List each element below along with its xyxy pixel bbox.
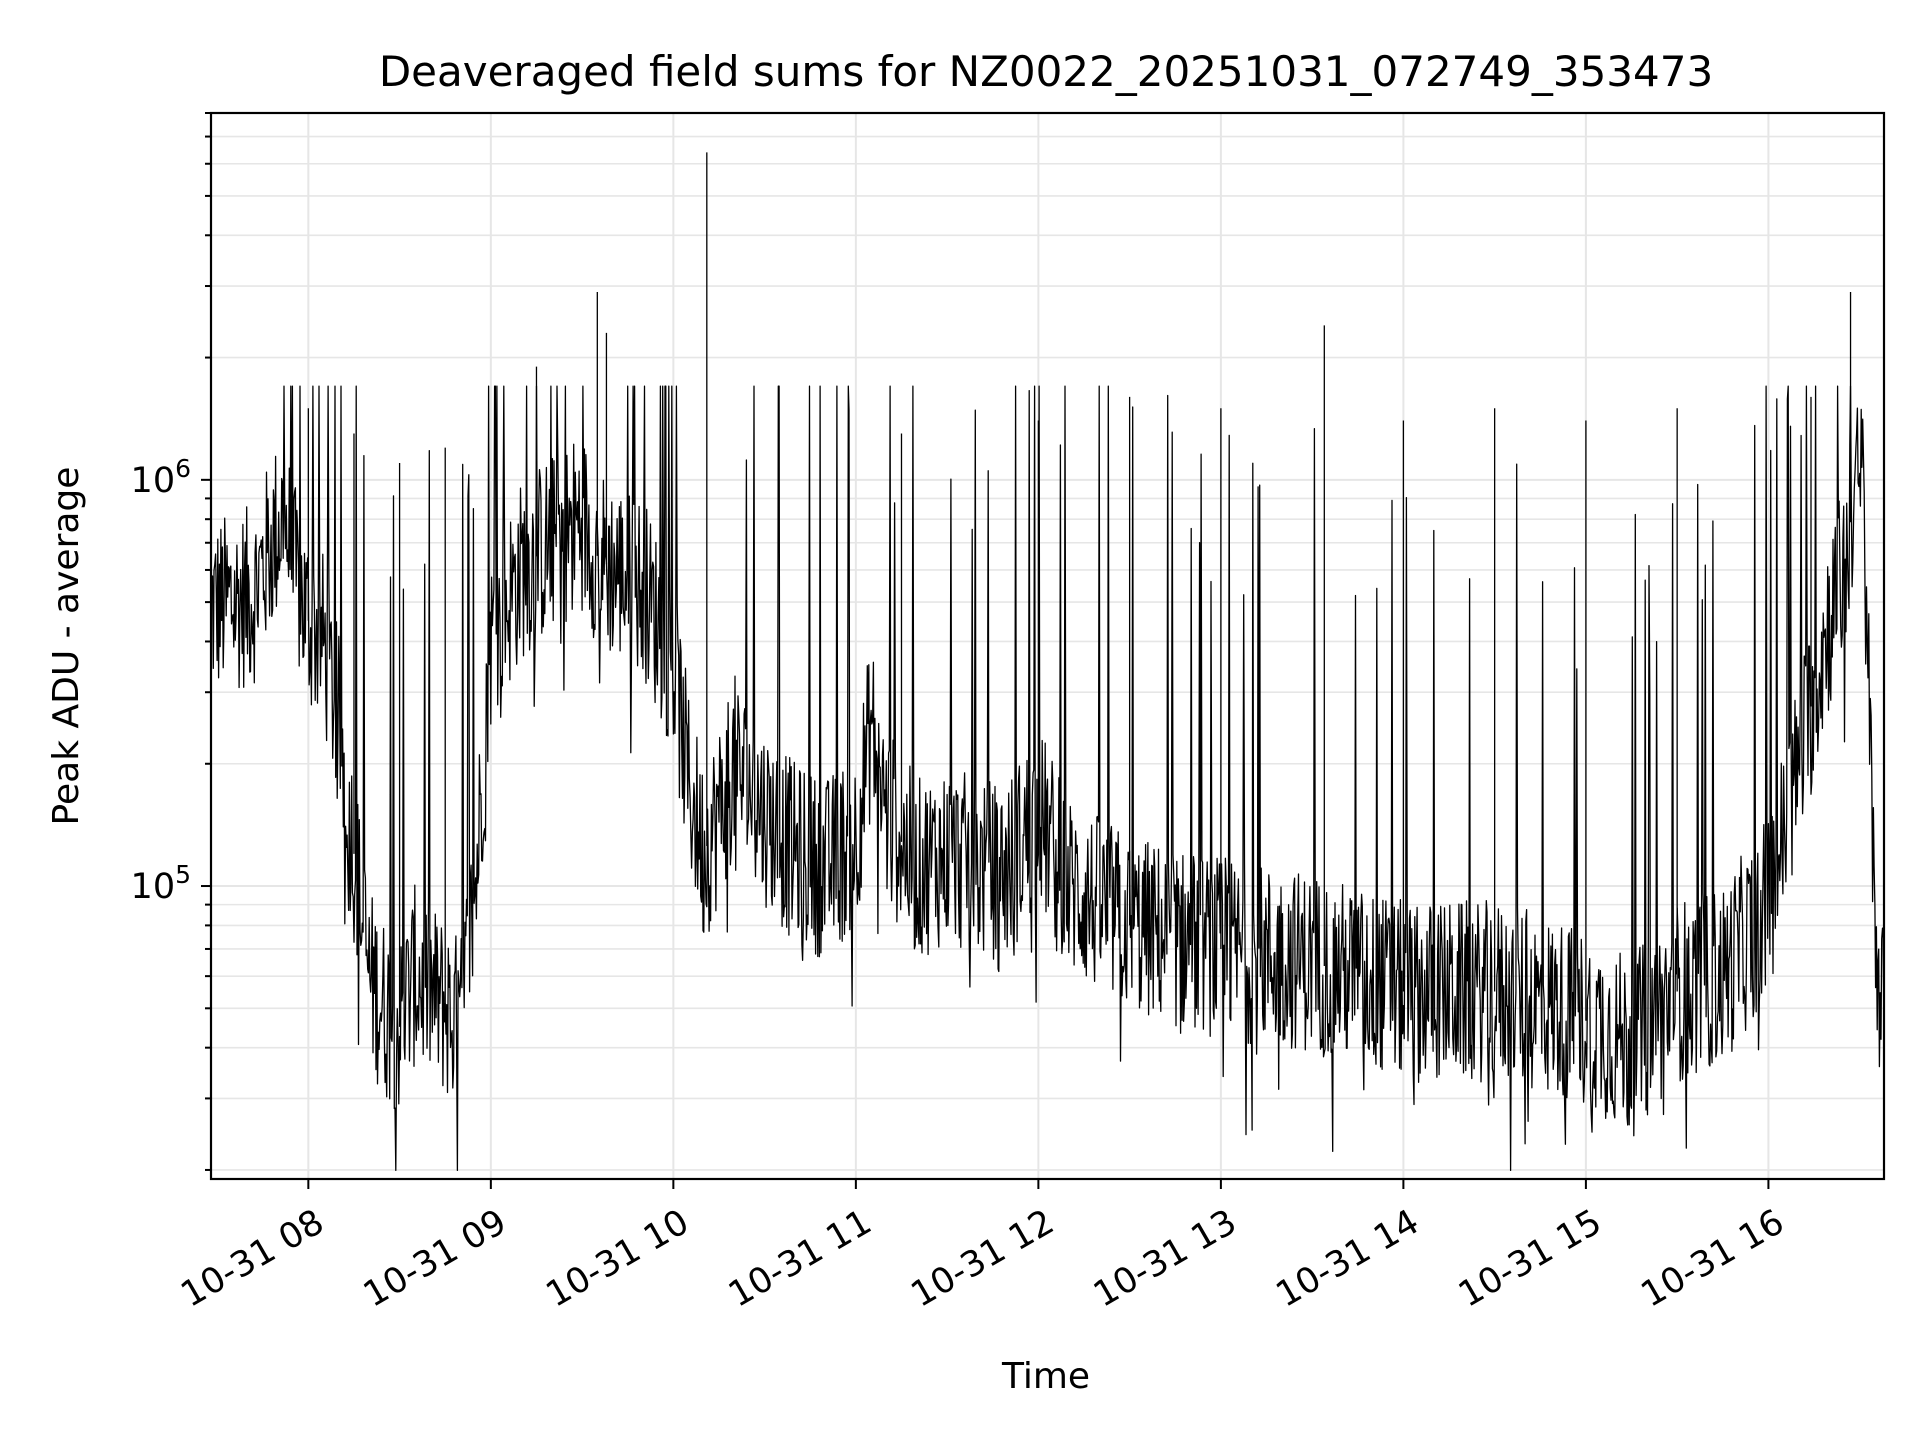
x-axis-label: Time (1001, 1356, 1090, 1397)
y-tick-label: 106 (131, 454, 191, 501)
x-tick-label: 10-31 16 (1635, 1202, 1791, 1315)
x-tick-label: 10-31 13 (1087, 1202, 1243, 1315)
series-line (210, 385, 1885, 1172)
plot-frame (209, 111, 1886, 1181)
series-layer (210, 152, 1885, 1172)
x-tick-label: 10-31 14 (1270, 1202, 1426, 1315)
x-tick-label: 10-31 08 (175, 1202, 331, 1315)
x-tick-label: 10-31 09 (357, 1202, 513, 1315)
y-axis-label: Peak ADU - average (46, 467, 87, 826)
x-tick-label: 10-31 15 (1452, 1202, 1608, 1315)
x-tick-label: 10-31 11 (722, 1202, 878, 1315)
x-tick-label: 10-31 10 (540, 1202, 696, 1315)
y-tick-label: 105 (131, 860, 191, 907)
chart-title: Deaveraged field sums for NZ0022_2025103… (379, 47, 1713, 96)
x-tick-label: 10-31 12 (905, 1202, 1061, 1315)
